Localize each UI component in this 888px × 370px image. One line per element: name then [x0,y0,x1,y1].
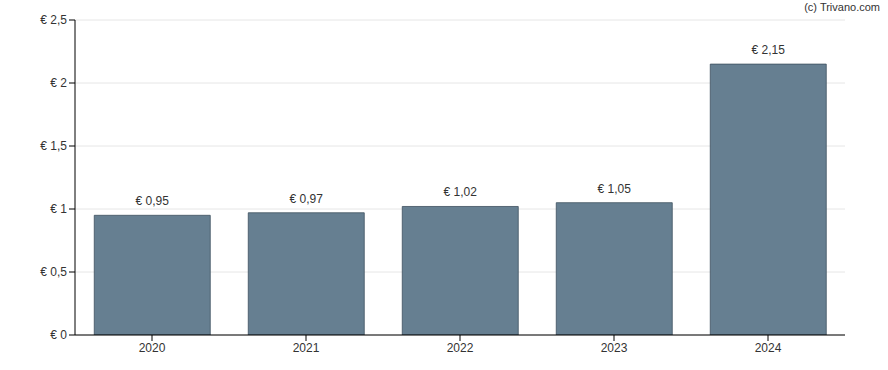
svg-text:€ 1,5: € 1,5 [40,139,67,153]
svg-text:€ 0,5: € 0,5 [40,265,67,279]
html-text:(c) Trivano.com: (c) Trivano.com [804,1,880,13]
svg-text:€ 1: € 1 [50,202,67,216]
svg-text:2022: 2022 [447,341,474,355]
svg-text:2023: 2023 [601,341,628,355]
svg-text:2021: 2021 [293,341,320,355]
svg-text:€ 2,15: € 2,15 [752,43,786,57]
svg-text:€ 1,02: € 1,02 [444,185,478,199]
svg-text:2020: 2020 [139,341,166,355]
svg-text:€ 2,5: € 2,5 [40,13,67,27]
svg-text:€ 1,05: € 1,05 [598,182,632,196]
svg-text:€ 0: € 0 [50,328,67,342]
svg-text:€ 2: € 2 [50,76,67,90]
svg-text:2024: 2024 [755,341,782,355]
svg-text:€ 0,97: € 0,97 [290,192,324,206]
svg-text:€ 0,95: € 0,95 [136,194,170,208]
